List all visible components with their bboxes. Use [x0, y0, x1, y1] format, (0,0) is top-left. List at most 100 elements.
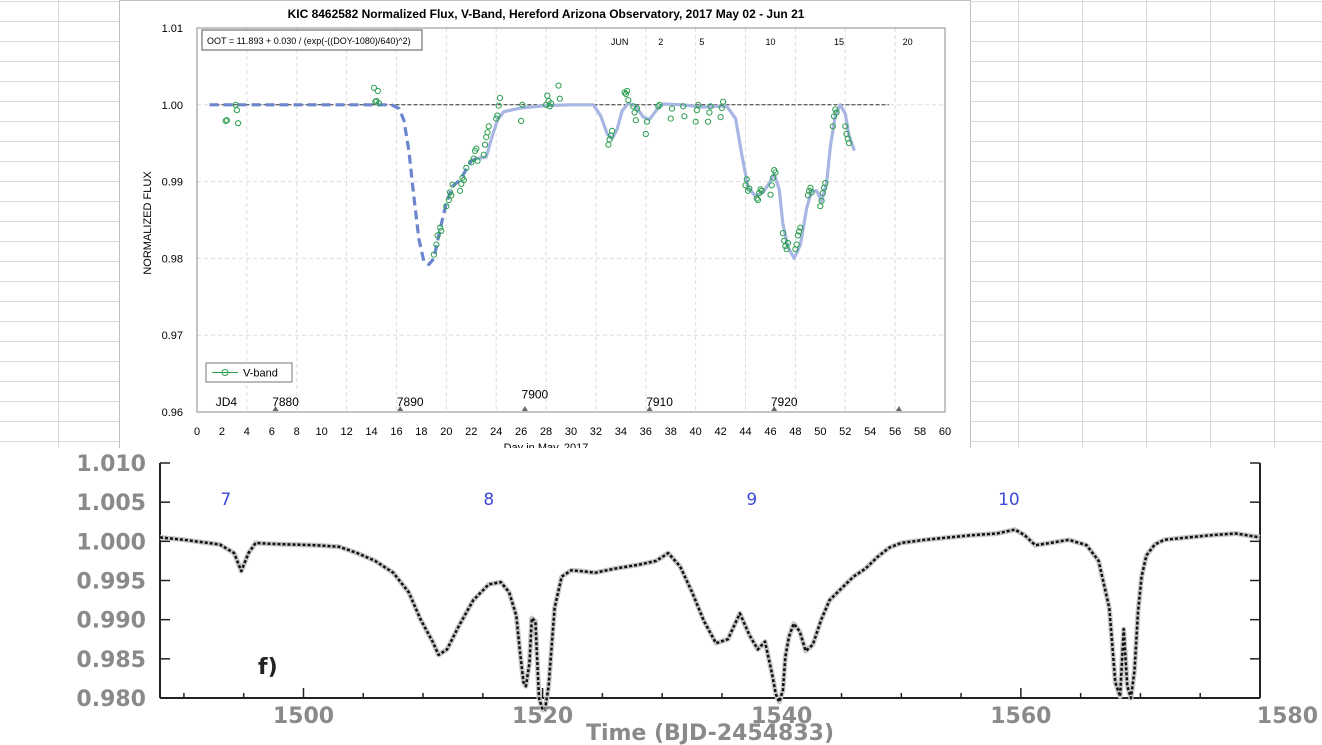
june-day-label: 15	[834, 37, 844, 47]
vband-point	[717, 114, 724, 121]
vband-point	[458, 180, 465, 187]
x-axis-label-kepler: Time (BJD-2454833)	[586, 721, 834, 745]
vband-point	[445, 196, 452, 204]
vband-point	[496, 94, 503, 102]
vband-point	[706, 109, 713, 116]
june-day-label: 2	[658, 37, 663, 47]
vband-point	[223, 117, 231, 124]
x-tick-labels: 0 2 4 6 8 10 12 14 16 18 20 22 24 26 28 30 32 34 36 38 40 42 4…	[194, 426, 951, 438]
x-tick-label: 40	[690, 426, 702, 438]
y-axis-label: NORMALIZED FLUX	[142, 171, 154, 275]
x-tick-label: 2	[219, 426, 225, 438]
y-tick-label: 0.98	[162, 253, 183, 265]
vband-point	[783, 246, 790, 253]
kepler-x-tick-label: 1520	[512, 704, 573, 729]
vband-point	[606, 136, 613, 143]
vband-point	[746, 185, 753, 192]
kepler-x-tick-label: 1500	[273, 704, 334, 729]
kepler-flux-curve-line	[159, 528, 1261, 711]
vband-point	[609, 127, 616, 134]
vband-point	[460, 177, 467, 184]
vband-point	[474, 157, 481, 164]
kepler-y-tick-label: 0.995	[76, 570, 146, 595]
jd-marker-triangle	[646, 406, 653, 411]
x-tick-labels-kepler: 1500 1520 1540 1560 1580	[273, 704, 1318, 729]
vband-point	[767, 191, 774, 198]
vband-point	[796, 228, 803, 235]
vband-point	[485, 123, 492, 130]
vband-point	[484, 129, 491, 136]
vband-point	[779, 230, 787, 237]
june-day-label: 20	[903, 37, 913, 47]
vband-point	[829, 123, 836, 130]
vband-point	[742, 182, 749, 189]
jd-label: 7900	[522, 387, 549, 401]
vband-point	[632, 117, 639, 124]
x-tick-label: 60	[939, 426, 951, 438]
x-tick-label: 52	[839, 426, 851, 438]
x-tick-label: 56	[889, 426, 901, 438]
x-tick-label: 50	[814, 426, 826, 438]
vband-point	[555, 82, 562, 89]
vband-point	[818, 197, 825, 204]
vband-point	[433, 241, 440, 248]
vband-point	[667, 115, 674, 122]
y-tick-label: 1.01	[162, 23, 183, 35]
vband-point	[624, 87, 631, 95]
x-tick-label: 26	[515, 426, 527, 438]
vband-point	[793, 241, 800, 248]
x-tick-label: 0	[194, 426, 200, 438]
x-tick-label: 38	[665, 426, 677, 438]
vband-point	[473, 145, 480, 152]
vband-point	[668, 105, 676, 112]
kepler-y-tick-label: 0.990	[76, 609, 146, 634]
cycle-label: 7	[220, 490, 231, 510]
panel-label: f)	[258, 655, 278, 680]
vband-point	[707, 103, 714, 110]
vband-point	[769, 174, 777, 181]
cycle-label: 8	[483, 490, 494, 510]
kepler-y-tick-label: 0.985	[76, 648, 146, 673]
cycle-label: 9	[746, 490, 757, 510]
axis-tick-marks	[160, 462, 1261, 699]
vband-point	[494, 112, 501, 119]
legend-entry-vband: V-band	[243, 368, 278, 380]
vband-point	[753, 195, 760, 202]
vband-point	[681, 113, 688, 120]
hereford-flux-chart: KIC 8462582 Normalized Flux, V-Band, Her…	[119, 0, 971, 458]
x-tick-label: 24	[490, 426, 502, 438]
kepler-y-tick-label: 0.980	[76, 687, 146, 712]
vband-point	[842, 123, 849, 130]
vband-point	[754, 196, 762, 204]
kepler-y-tick-label: 1.010	[76, 452, 146, 477]
vband-point	[634, 105, 641, 112]
plot-area-border	[196, 27, 946, 413]
vband-point	[718, 104, 725, 112]
vband-point	[233, 107, 241, 114]
x-tick-label: 44	[739, 426, 751, 438]
jd-marker-triangle	[397, 406, 404, 411]
vband-point	[443, 203, 450, 210]
vband-point	[370, 84, 378, 92]
legend: V-band	[205, 362, 293, 383]
chart-title: KIC 8462582 Normalized Flux, V-Band, Her…	[288, 7, 805, 21]
kepler-x-tick-label: 1560	[990, 704, 1051, 729]
vband-point	[680, 103, 687, 110]
vband-point	[822, 180, 829, 187]
y-tick-label: 0.99	[162, 177, 183, 189]
jd-prefix-label: JD4	[216, 395, 238, 409]
june-day-label: JUN	[611, 37, 629, 47]
x-tick-label: 32	[590, 426, 602, 438]
model-fit-dashed-curve	[209, 103, 477, 267]
june-day-labels: JUN 2 5 10 15 20	[611, 37, 913, 47]
kepler-lightcurve-panel: 1.010 1.005 1.000 0.995 0.990 0.985 0.980 7 8 9 1…	[0, 448, 1322, 745]
legend-marker-icon	[221, 369, 229, 376]
kepler-x-tick-label: 1580	[1257, 704, 1318, 729]
cycle-label: 10	[998, 490, 1020, 510]
x-tick-label: 48	[789, 426, 801, 438]
vband-point	[438, 227, 445, 234]
plot-frame	[159, 463, 1261, 699]
vband-point	[544, 92, 551, 99]
vband-point	[548, 100, 555, 107]
vband-point	[817, 203, 824, 210]
